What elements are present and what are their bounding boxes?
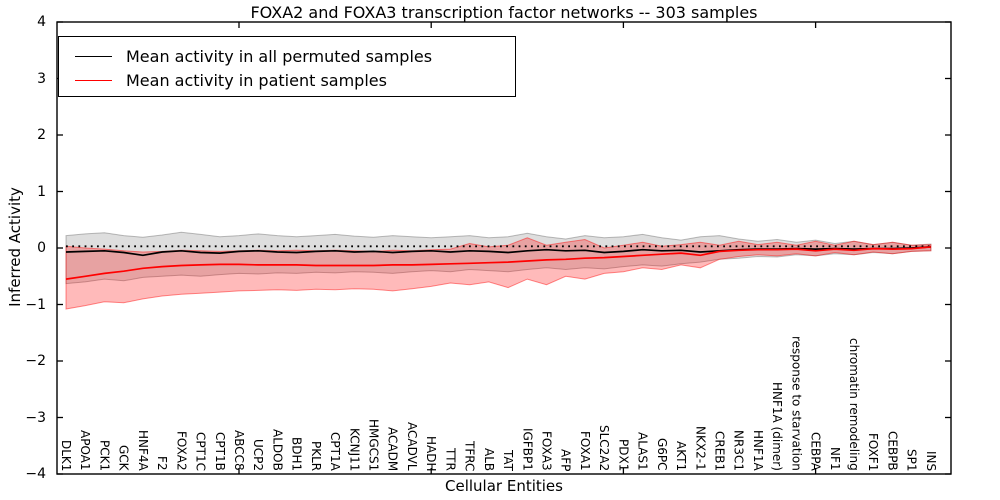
- x-category-label: TAT: [501, 449, 516, 471]
- y-tick-label: 1: [37, 183, 46, 200]
- x-category-label: PCK1: [97, 439, 112, 471]
- x-category-label: HNF4A: [135, 430, 150, 471]
- x-category-label: FOXA2: [174, 431, 189, 471]
- x-axis-label: Cellular Entities: [445, 477, 563, 495]
- x-category-label: HADH: [424, 435, 439, 472]
- x-category-label: PDX1: [616, 438, 631, 471]
- x-category-label: CEBPA: [808, 432, 823, 471]
- y-tick-label: 0: [37, 240, 46, 256]
- x-category-label: HNF1A: [750, 430, 765, 471]
- x-category-label: ACADM: [385, 426, 400, 471]
- y-tick-label: −4: [25, 466, 46, 482]
- x-category-label: TFRC: [462, 440, 477, 471]
- x-category-label: ACADVL: [404, 422, 419, 471]
- x-category-label: F2: [155, 456, 170, 471]
- x-category-label: FOXA1: [577, 431, 592, 471]
- x-category-label: NKX2-1: [693, 426, 708, 471]
- x-category-label: ABCC8: [231, 430, 246, 471]
- x-category-label: CPT1C: [193, 432, 208, 471]
- legend-line-permuted-samples: [75, 55, 112, 57]
- x-category-label: APOA1: [78, 430, 93, 471]
- x-category-label: CPT1B: [212, 432, 227, 471]
- x-category-label: AFP: [558, 448, 573, 471]
- x-category-label: KCNJ11: [347, 427, 362, 471]
- x-category-label: FOXF1: [866, 432, 881, 471]
- x-category-label: FOXA3: [539, 431, 554, 471]
- x-category-label: SP1: [904, 448, 919, 472]
- x-category-label: UCP2: [251, 438, 266, 471]
- legend-row-patient: Mean activity in patient samples: [75, 68, 515, 92]
- x-category-label: DLK1: [59, 439, 73, 471]
- x-category-label: CREB1: [712, 430, 727, 471]
- x-category-label: BDH1: [289, 436, 304, 471]
- x-category-label: SLC2A2: [597, 424, 612, 471]
- y-tick-label: −2: [25, 353, 46, 369]
- x-category-label: CEBPB: [885, 431, 900, 471]
- x-category-label: NR3C1: [731, 430, 746, 471]
- x-category-label: IGFBP1: [520, 428, 535, 471]
- x-category-label: AKT1: [674, 440, 689, 471]
- x-category-label: HMGCS1: [366, 418, 381, 471]
- legend-label-patient-samples: Mean activity in patient samples: [126, 70, 387, 90]
- legend-line-patient-samples: [75, 79, 112, 81]
- x-category-label: HNF1A (dimer): [770, 382, 785, 471]
- x-category-label: NF1: [827, 447, 842, 471]
- x-category-label: chromatin remodeling: [847, 338, 862, 471]
- x-category-label: ALDOB: [270, 429, 285, 471]
- y-tick-label: −1: [25, 296, 46, 313]
- y-tick-label: 2: [37, 127, 46, 143]
- x-category-label: INS: [923, 450, 938, 471]
- legend-label-permuted-samples: Mean activity in all permuted samples: [126, 46, 433, 66]
- x-category-label: TTR: [443, 448, 458, 471]
- x-category-label: GCK: [116, 445, 131, 471]
- x-category-label: ALAS1: [635, 432, 650, 471]
- x-category-label: G6PC: [654, 438, 669, 471]
- x-category-label: PKLR: [308, 440, 323, 471]
- legend-row-permuted: Mean activity in all permuted samples: [75, 44, 515, 68]
- y-tick-label: −3: [25, 409, 46, 426]
- x-category-label: ALB: [481, 447, 496, 471]
- y-tick-label: 3: [37, 70, 46, 87]
- x-category-label: response to starvation: [789, 336, 804, 471]
- legend: Mean activity in all permuted samples Me…: [58, 36, 516, 97]
- y-tick-label: 4: [37, 14, 46, 30]
- x-category-label: CPT1A: [328, 432, 343, 471]
- chart-title: FOXA2 and FOXA3 transcription factor net…: [250, 3, 758, 22]
